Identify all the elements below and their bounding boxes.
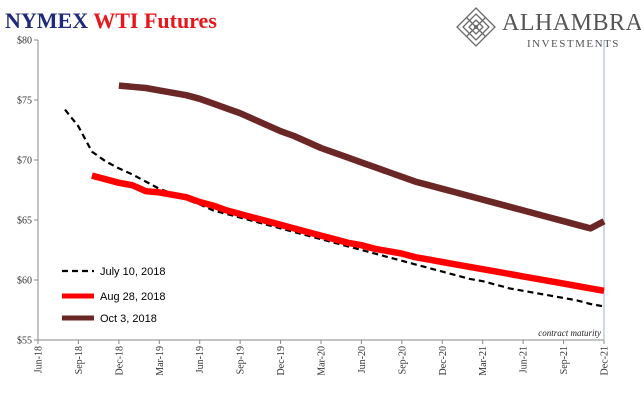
series-line-3 bbox=[118, 82, 606, 232]
x-tick-label: Mar-20 bbox=[317, 346, 328, 376]
x-tick-label: Dec-21 bbox=[600, 346, 611, 375]
series-line-2 bbox=[91, 172, 605, 294]
legend: July 10, 2018 Aug 28, 2018 Oct 3, 2018 bbox=[62, 266, 165, 325]
y-tick-label: $55 bbox=[17, 336, 32, 347]
y-tick-label: $65 bbox=[17, 216, 32, 227]
x-tick-label: Jun-21 bbox=[519, 346, 530, 373]
series-lines bbox=[64, 82, 606, 308]
x-tick-label: Dec-20 bbox=[438, 346, 449, 375]
x-tick-label: Dec-18 bbox=[114, 346, 125, 375]
chart-title-part2: WTI Futures bbox=[93, 8, 217, 33]
y-tick-label: $70 bbox=[17, 156, 32, 167]
diamond-lattice-icon bbox=[456, 7, 496, 47]
contract-maturity-annotation: contract maturity bbox=[538, 328, 601, 338]
legend-label-1: July 10, 2018 bbox=[100, 266, 165, 278]
legend-label-3: Oct 3, 2018 bbox=[100, 313, 157, 325]
x-tick-label: Sep-18 bbox=[74, 346, 85, 374]
x-tick-label: Jun-18 bbox=[34, 346, 45, 373]
x-tick-label: Mar-21 bbox=[478, 346, 489, 376]
series-line-1 bbox=[64, 108, 605, 308]
chart-title-part1: NYMEX bbox=[5, 8, 89, 33]
alhambra-logo: ALHAMBRA INVESTMENTS bbox=[455, 6, 641, 52]
logo-name: ALHAMBRA bbox=[502, 10, 641, 36]
x-tick-label: Sep-21 bbox=[559, 346, 570, 374]
x-axis-ticks: Jun-18 Sep-18 Dec-18 Mar-19 Jun-19 Sep-19 Dec-… bbox=[34, 340, 611, 376]
legend-label-2: Aug 28, 2018 bbox=[100, 291, 165, 303]
logo-subtitle: INVESTMENTS bbox=[527, 38, 620, 50]
y-tick-label: $80 bbox=[17, 36, 32, 47]
x-tick-label: Sep-19 bbox=[236, 346, 247, 374]
x-tick-label: Jun-19 bbox=[195, 346, 206, 373]
x-tick-label: Dec-19 bbox=[276, 346, 287, 375]
x-tick-label: Mar-19 bbox=[155, 346, 166, 376]
y-tick-label: $60 bbox=[17, 276, 32, 287]
x-tick-label: Sep-20 bbox=[397, 346, 408, 374]
y-axis-ticks: $55 $60 $65 $70 $75 $80 bbox=[17, 36, 38, 347]
chart-title: NYMEX WTI Futures bbox=[5, 8, 217, 34]
x-tick-label: Jun-20 bbox=[357, 346, 368, 373]
y-tick-label: $75 bbox=[17, 96, 32, 107]
